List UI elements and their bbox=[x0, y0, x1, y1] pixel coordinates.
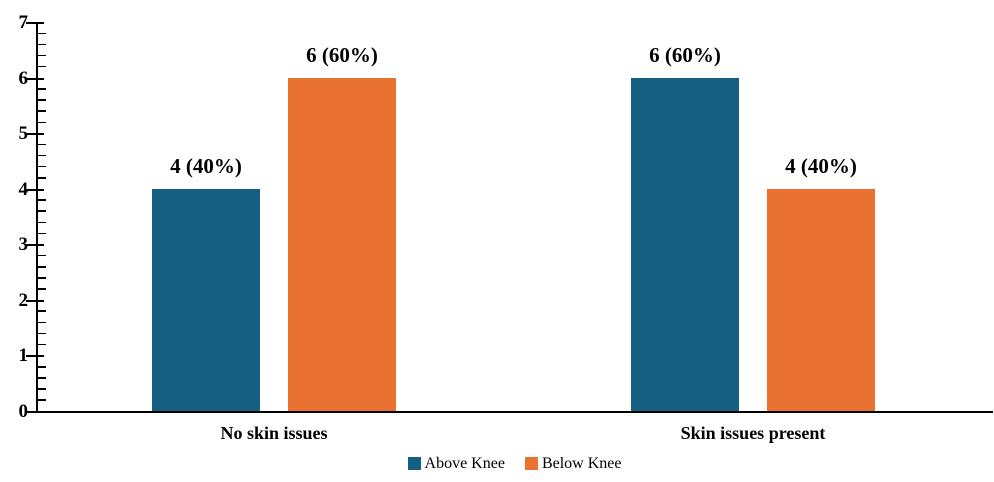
y-minor-tick bbox=[38, 388, 46, 390]
y-minor-tick bbox=[38, 288, 46, 290]
bar-value-label: 4 (40%) bbox=[785, 153, 857, 178]
bar-below-knee bbox=[767, 188, 875, 411]
y-minor-tick bbox=[38, 199, 46, 201]
bar-above-knee bbox=[631, 77, 739, 411]
y-major-tick bbox=[26, 133, 44, 136]
y-tick-label: 2 bbox=[18, 289, 29, 311]
y-minor-tick bbox=[38, 221, 46, 224]
y-major-tick bbox=[26, 411, 44, 413]
y-minor-tick bbox=[38, 232, 46, 235]
y-tick-label: 0 bbox=[18, 401, 29, 422]
y-minor-tick bbox=[38, 32, 46, 35]
bar-below-knee bbox=[288, 77, 396, 411]
y-tick-label: 5 bbox=[18, 123, 29, 145]
legend-item-below-knee: Below Knee bbox=[524, 455, 622, 472]
y-tick-label: 4 bbox=[18, 178, 29, 200]
bar-value-label: 6 (60%) bbox=[306, 42, 378, 67]
y-minor-tick bbox=[38, 99, 46, 101]
y-minor-tick bbox=[38, 121, 46, 124]
legend-label: Below Knee bbox=[541, 455, 622, 472]
y-major-tick bbox=[26, 188, 44, 191]
legend-swatch bbox=[524, 457, 538, 470]
y-minor-tick bbox=[38, 210, 46, 212]
y-axis-line bbox=[36, 22, 38, 413]
y-minor-tick bbox=[38, 143, 46, 146]
y-minor-tick bbox=[38, 177, 46, 179]
y-tick-label: 6 bbox=[18, 67, 29, 89]
y-minor-tick bbox=[38, 277, 46, 279]
y-minor-tick bbox=[38, 154, 46, 157]
category-label: No skin issues bbox=[220, 423, 328, 443]
legend: Above Knee Below Knee bbox=[36, 455, 993, 472]
legend-label: Above Knee bbox=[424, 455, 505, 472]
y-major-tick bbox=[26, 355, 44, 358]
y-minor-tick bbox=[38, 332, 46, 335]
y-minor-tick bbox=[38, 43, 46, 46]
bar-above-knee bbox=[152, 188, 260, 411]
y-major-tick bbox=[26, 77, 44, 80]
bar-value-label: 6 (60%) bbox=[649, 42, 721, 67]
legend-swatch bbox=[407, 457, 421, 470]
legend-item-above-knee: Above Knee bbox=[407, 455, 505, 472]
y-minor-tick bbox=[38, 366, 46, 368]
y-minor-tick bbox=[38, 110, 46, 112]
category-label: Skin issues present bbox=[680, 423, 826, 443]
y-minor-tick bbox=[38, 266, 46, 268]
y-minor-tick bbox=[38, 254, 46, 257]
y-minor-tick bbox=[38, 165, 46, 168]
bar-value-label: 4 (40%) bbox=[170, 153, 242, 178]
y-minor-tick bbox=[38, 65, 46, 68]
x-axis-line bbox=[36, 411, 993, 413]
y-minor-tick bbox=[38, 54, 46, 57]
y-minor-tick bbox=[38, 399, 46, 401]
y-major-tick bbox=[26, 299, 44, 302]
y-tick-label: 3 bbox=[18, 234, 29, 256]
y-minor-tick bbox=[38, 88, 46, 90]
y-minor-tick bbox=[38, 343, 46, 346]
y-minor-tick bbox=[38, 377, 46, 379]
y-major-tick bbox=[26, 22, 44, 24]
y-tick-label: 7 bbox=[18, 12, 29, 33]
y-minor-tick bbox=[38, 310, 46, 312]
y-minor-tick bbox=[38, 321, 46, 324]
y-major-tick bbox=[26, 244, 44, 247]
y-tick-label: 1 bbox=[18, 345, 29, 367]
